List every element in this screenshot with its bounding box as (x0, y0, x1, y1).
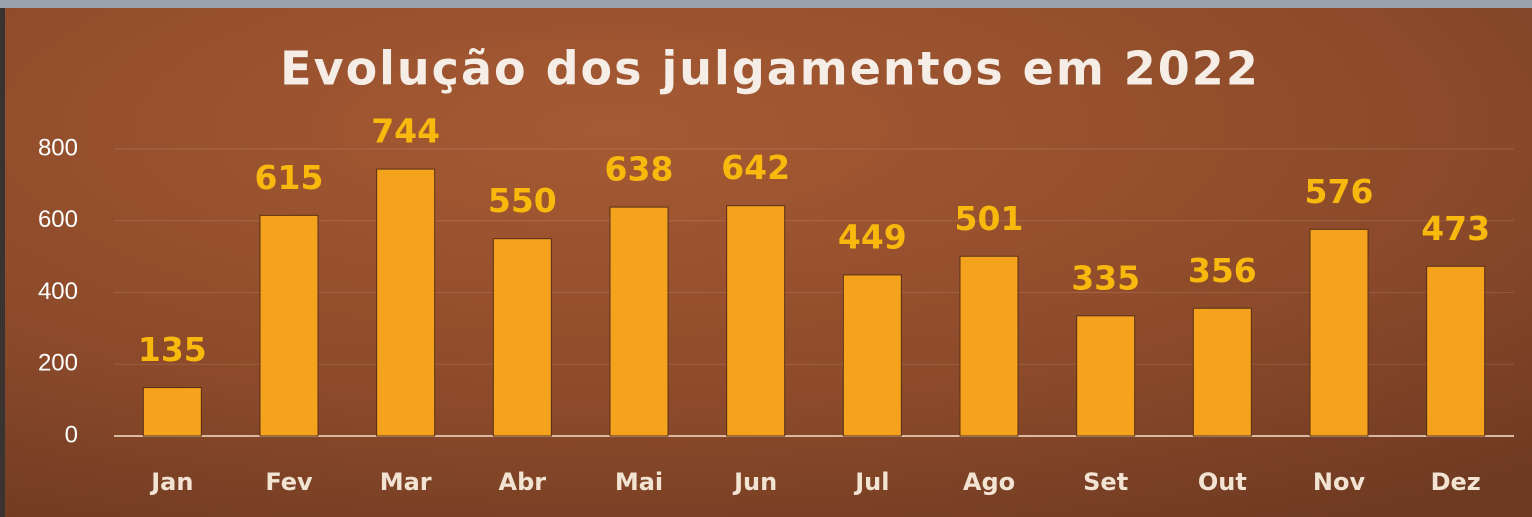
y-tick-label: 200 (38, 350, 78, 377)
x-tick-label: Set (1083, 468, 1128, 496)
x-tick-label: Dez (1431, 468, 1481, 496)
value-label: 576 (1305, 172, 1374, 211)
value-label: 356 (1188, 251, 1257, 290)
bar (1426, 265, 1486, 437)
x-tick-label: Nov (1313, 468, 1366, 496)
value-label: 550 (488, 181, 557, 220)
value-label: 473 (1421, 209, 1490, 248)
x-tick-label: Ago (963, 468, 1015, 496)
x-tick-label: Out (1198, 468, 1247, 496)
x-tick-label: Mai (615, 468, 663, 496)
value-label: 744 (371, 112, 440, 151)
bar (376, 168, 436, 437)
x-tick-label: Jan (149, 468, 193, 496)
x-tick-label: Abr (499, 468, 547, 496)
bar (142, 387, 202, 437)
bar (1309, 228, 1369, 437)
chart-title: Evolução dos julgamentos em 2022 (280, 42, 1260, 96)
bar (1192, 307, 1252, 437)
x-tick-label: Jun (732, 468, 777, 496)
value-label: 135 (138, 330, 207, 369)
bar (726, 205, 786, 437)
bar (1076, 315, 1136, 437)
value-label: 449 (838, 217, 907, 256)
bar (609, 206, 669, 437)
y-tick-label: 800 (38, 134, 78, 161)
bar (842, 274, 902, 437)
bar (492, 238, 552, 437)
top-strip (0, 0, 1532, 8)
value-label: 501 (955, 199, 1024, 238)
y-tick-label: 600 (38, 206, 78, 233)
bar (259, 214, 319, 437)
value-label: 335 (1071, 258, 1140, 297)
left-border (0, 8, 5, 517)
value-label: 642 (721, 148, 790, 187)
x-tick-label: Fev (265, 468, 313, 496)
bar (959, 255, 1019, 437)
y-tick-label: 0 (65, 421, 78, 448)
value-label: 638 (605, 150, 674, 189)
value-label: 615 (255, 158, 324, 197)
x-tick-label: Jul (853, 468, 889, 496)
x-tick-label: Mar (380, 468, 432, 496)
y-tick-label: 400 (38, 278, 78, 305)
